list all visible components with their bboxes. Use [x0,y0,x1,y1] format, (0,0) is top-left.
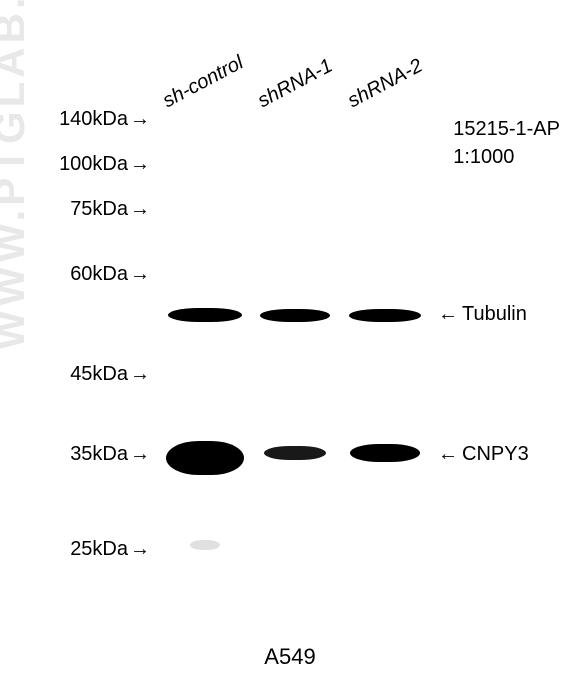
figure-container: WWW.PTGLAB.COM sh-control shRNA-1 shRNA-… [0,0,580,700]
lane-labels-group: sh-control shRNA-1 shRNA-2 [160,40,430,100]
arrow-right-icon: → [130,198,150,221]
marker-label-5: 35kDa→ [20,443,150,466]
lane-label-3: shRNA-2 [344,55,426,113]
band-sh-control-Tubulin [168,308,242,322]
marker-text: 100kDa [59,153,128,175]
marker-label-0: 140kDa→ [20,108,150,131]
arrow-right-icon: → [130,363,150,386]
marker-label-3: 60kDa→ [20,263,150,286]
marker-label-1: 100kDa→ [20,153,150,176]
arrow-right-icon: → [130,443,150,466]
marker-text: 45kDa [70,363,128,385]
antibody-info: 15215-1-AP 1:1000 [453,115,560,171]
marker-label-6: 25kDa→ [20,538,150,561]
marker-text: 60kDa [70,263,128,285]
band-shRNA-1-Tubulin [260,309,330,322]
arrow-right-icon: → [130,108,150,131]
arrow-right-icon: → [130,538,150,561]
marker-text: 75kDa [70,198,128,220]
band-sh-control-faint [190,540,220,550]
marker-text: 140kDa [59,108,128,130]
arrow-left-icon: ← [438,303,458,326]
target-annotation-cnpy3: ←CNPY3 [438,443,529,466]
lane-label-1: sh-control [159,51,247,113]
marker-text: 25kDa [70,538,128,560]
lane-shRNA-1 [250,110,340,600]
marker-text: 35kDa [70,443,128,465]
band-shRNA-1-CNPY3 [264,446,326,460]
arrow-right-icon: → [130,153,150,176]
blot-area [160,110,430,600]
antibody-dilution: 1:1000 [453,143,560,171]
marker-label-4: 45kDa→ [20,363,150,386]
antibody-catalog: 15215-1-AP [453,115,560,143]
target-annotation-tubulin: ←Tubulin [438,303,527,326]
cell-line-label: A549 [264,644,315,670]
arrow-left-icon: ← [438,443,458,466]
lane-label-2: shRNA-1 [254,55,336,113]
target-label: CNPY3 [462,443,529,465]
arrow-right-icon: → [130,263,150,286]
lane-shRNA-2 [340,110,430,600]
target-label: Tubulin [462,303,527,325]
band-sh-control-CNPY3 [166,441,244,475]
marker-label-2: 75kDa→ [20,198,150,221]
lane-sh-control [160,110,250,600]
band-shRNA-2-CNPY3 [350,444,420,462]
band-shRNA-2-Tubulin [349,309,421,322]
